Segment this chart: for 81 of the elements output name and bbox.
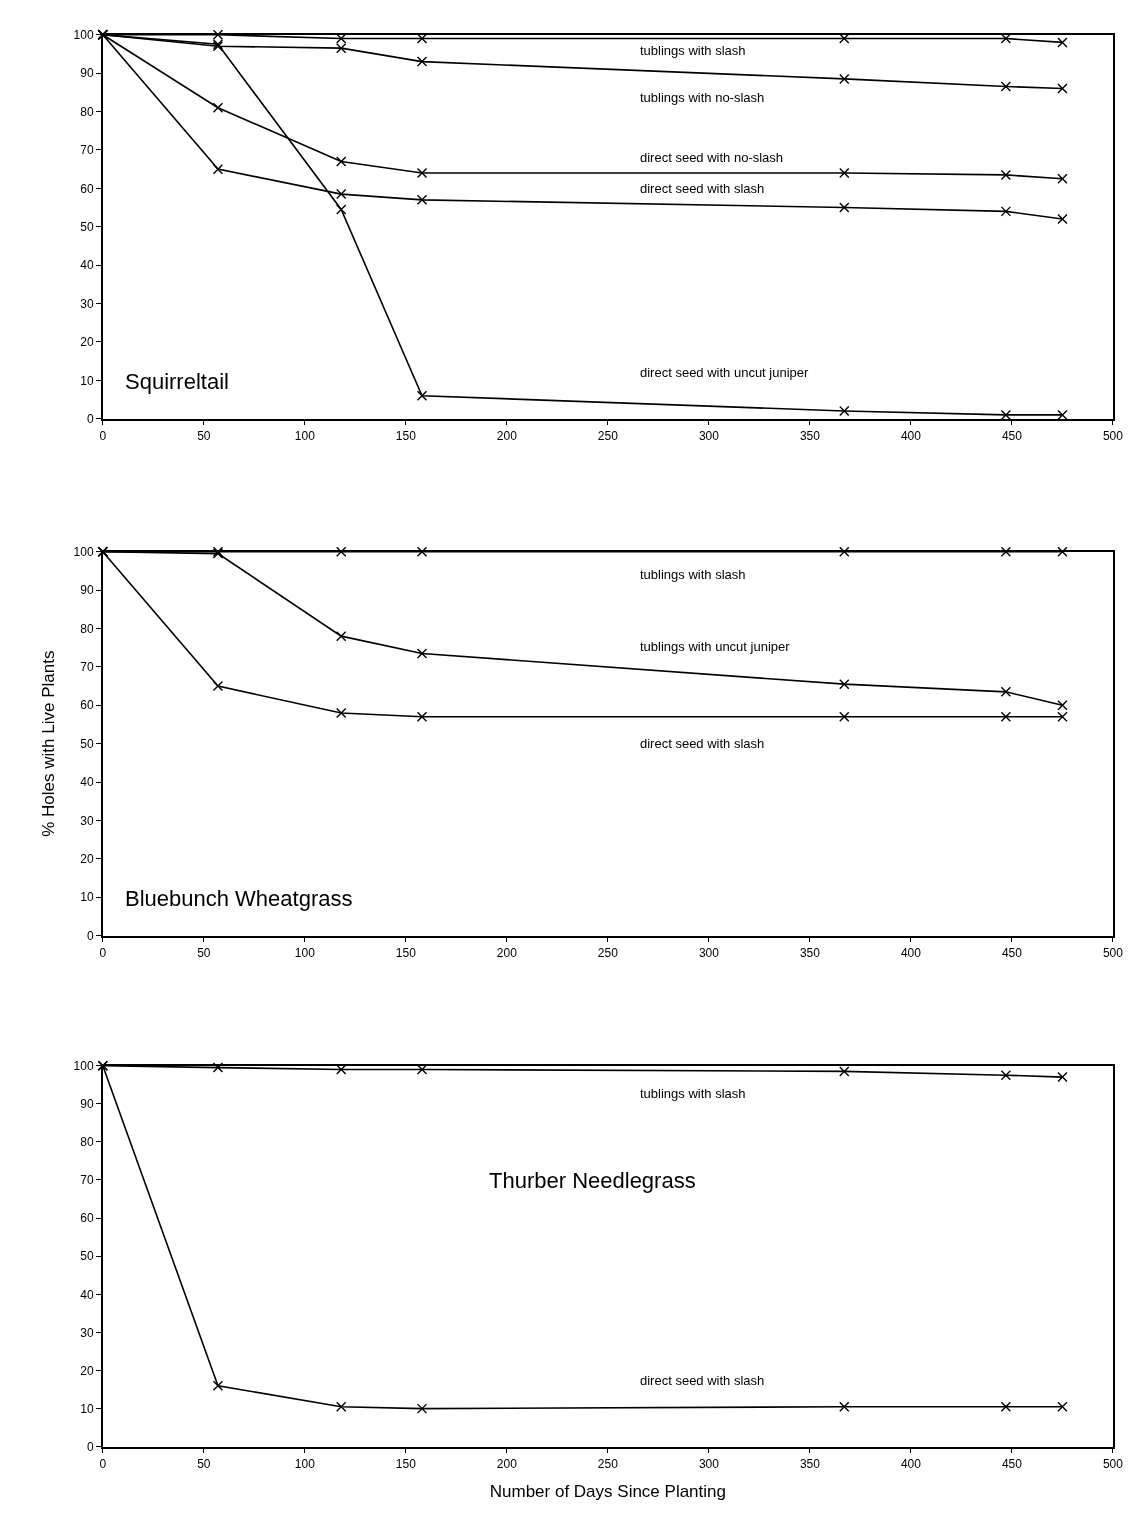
y-tick-label: 20 xyxy=(80,1363,94,1378)
x-tick-label: 100 xyxy=(294,1456,316,1471)
y-tick-label: 0 xyxy=(86,928,94,943)
x-tick-label: 150 xyxy=(395,945,417,960)
y-tick-label: 100 xyxy=(73,1058,94,1073)
y-tick-label: 90 xyxy=(80,1096,94,1111)
x-tick-label: 450 xyxy=(1001,945,1023,960)
x-tick-label: 300 xyxy=(698,945,720,960)
y-tick-label: 40 xyxy=(80,258,94,273)
y-tick-label: 90 xyxy=(80,583,94,598)
y-tick-label: 0 xyxy=(86,1439,94,1454)
x-tick-label: 50 xyxy=(197,428,211,443)
series-label: direct seed with slash xyxy=(640,181,765,196)
x-tick-label: 150 xyxy=(395,428,417,443)
x-tick-label: 350 xyxy=(799,428,821,443)
x-tick-label: 0 xyxy=(99,428,107,443)
y-tick-label: 60 xyxy=(80,698,94,713)
y-tick-label: 30 xyxy=(80,1325,94,1340)
x-tick-label: 400 xyxy=(900,1456,922,1471)
y-axis-title: % Holes with Live Plants xyxy=(38,650,58,837)
series-label: tublings with no-slash xyxy=(640,90,765,105)
x-tick-label: 250 xyxy=(597,945,619,960)
series-label: direct seed with slash xyxy=(640,736,765,751)
x-tick-label: 200 xyxy=(496,428,518,443)
x-tick-label: 500 xyxy=(1102,945,1124,960)
y-tick-label: 10 xyxy=(80,890,94,905)
x-tick-label: 300 xyxy=(698,1456,720,1471)
series-label: direct seed with no-slash xyxy=(640,150,784,165)
y-tick-label: 10 xyxy=(80,1401,94,1416)
x-tick-label: 100 xyxy=(294,945,316,960)
y-tick-label: 40 xyxy=(80,1287,94,1302)
y-tick-label: 90 xyxy=(80,66,94,81)
x-tick-label: 450 xyxy=(1001,1456,1023,1471)
series-label: tublings with slash xyxy=(640,43,746,58)
y-tick-label: 100 xyxy=(73,544,94,559)
series-label: direct seed with slash xyxy=(640,1373,765,1388)
x-tick-label: 0 xyxy=(99,1456,107,1471)
x-tick-label: 450 xyxy=(1001,428,1023,443)
y-tick-label: 60 xyxy=(80,1211,94,1226)
y-tick-label: 10 xyxy=(80,373,94,388)
series-label: direct seed with uncut juniper xyxy=(640,365,810,380)
x-tick-label: 50 xyxy=(197,945,211,960)
x-tick-label: 100 xyxy=(294,428,316,443)
y-tick-label: 50 xyxy=(80,736,94,751)
y-tick-label: 50 xyxy=(80,219,94,234)
x-axis-title: Number of Days Since Planting xyxy=(489,1481,726,1501)
y-tick-label: 70 xyxy=(80,1173,94,1188)
x-tick-label: 50 xyxy=(197,1456,211,1471)
x-tick-label: 150 xyxy=(395,1456,417,1471)
x-tick-label: 250 xyxy=(597,1456,619,1471)
x-tick-label: 200 xyxy=(496,1456,518,1471)
y-tick-label: 50 xyxy=(80,1249,94,1264)
y-tick-label: 100 xyxy=(73,27,94,42)
y-tick-label: 40 xyxy=(80,775,94,790)
series-label: tublings with uncut juniper xyxy=(640,639,791,654)
text: Bluebunch Wheatgrass xyxy=(125,886,353,911)
y-tick-label: 0 xyxy=(86,411,94,426)
y-tick-label: 30 xyxy=(80,813,94,828)
x-tick-label: 500 xyxy=(1102,428,1124,443)
x-tick-label: 350 xyxy=(799,945,821,960)
x-tick-label: 400 xyxy=(900,428,922,443)
series-label: tublings with slash xyxy=(640,1086,746,1101)
y-tick-label: 20 xyxy=(80,335,94,350)
y-tick-label: 80 xyxy=(80,1135,94,1150)
x-tick-label: 200 xyxy=(496,945,518,960)
text: Thurber Needlegrass xyxy=(489,1168,696,1193)
y-tick-label: 80 xyxy=(80,621,94,636)
x-tick-label: 250 xyxy=(597,428,619,443)
y-tick-label: 30 xyxy=(80,296,94,311)
text: Squirreltail xyxy=(125,369,229,394)
y-tick-label: 80 xyxy=(80,104,94,119)
x-tick-label: 500 xyxy=(1102,1456,1124,1471)
y-tick-label: 70 xyxy=(80,143,94,158)
series-label: tublings with slash xyxy=(640,567,746,582)
y-tick-label: 70 xyxy=(80,660,94,675)
x-tick-label: 400 xyxy=(900,945,922,960)
y-tick-label: 60 xyxy=(80,181,94,196)
x-tick-label: 350 xyxy=(799,1456,821,1471)
x-tick-label: 0 xyxy=(99,945,107,960)
y-tick-label: 20 xyxy=(80,852,94,867)
x-tick-label: 300 xyxy=(698,428,720,443)
